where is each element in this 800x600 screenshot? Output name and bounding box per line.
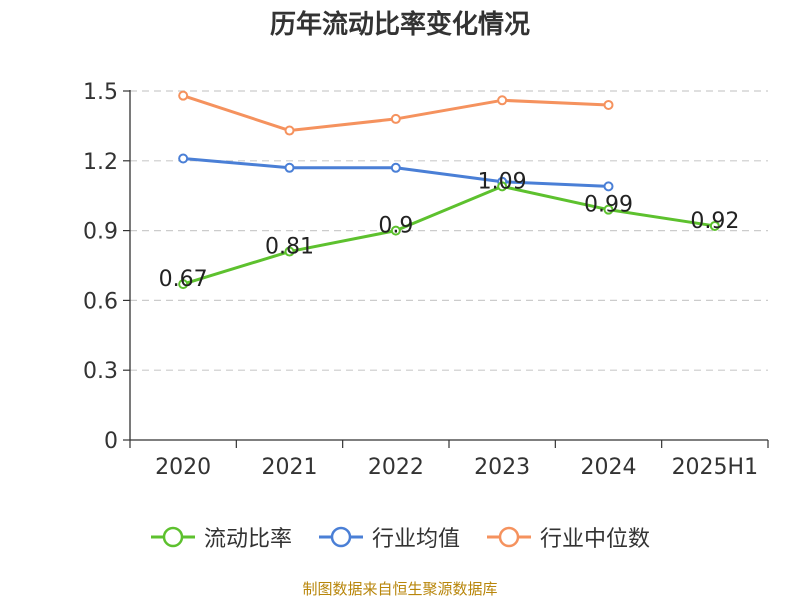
data-point [178, 279, 189, 290]
data-point [603, 99, 614, 110]
axes: 0 0.3 0.6 0.9 1.2 1.5 2020 2021 2022 2023 2024 2025… [83, 80, 769, 480]
data-point [497, 181, 508, 192]
legend: 流动比率 行业均值 行业中位数 [0, 520, 800, 554]
data-point [284, 162, 295, 173]
data-point [497, 95, 508, 106]
legend-item[interactable]: 行业均值 [318, 521, 460, 553]
data-point [390, 225, 401, 236]
data-label: 0.92 [690, 209, 739, 234]
legend-line-marker-icon [318, 526, 363, 548]
x-tick-label: 2025H1 [672, 455, 759, 480]
series-line [182, 184, 716, 286]
data-label: 0.81 [265, 235, 314, 260]
data-label: 0.99 [584, 193, 633, 218]
source-note: 制图数据来自恒生聚源数据库 [302, 580, 498, 598]
data-point [603, 181, 614, 192]
data-point [390, 162, 401, 173]
grid-lines [130, 90, 768, 371]
legend-item[interactable]: 流动比率 [150, 521, 292, 553]
data-point [709, 220, 720, 231]
y-tick-label: 1.5 [83, 80, 118, 105]
legend-item[interactable]: 行业中位数 [486, 521, 650, 553]
data-point [178, 90, 189, 101]
data-point [284, 246, 295, 257]
legend-line-marker-icon [150, 526, 195, 548]
legend-line-marker-icon [487, 526, 531, 548]
x-tick-label: 2024 [581, 455, 637, 480]
legend-label: 流动比率 [203, 527, 292, 552]
data-point [178, 153, 189, 164]
legend-label: 行业中位数 [540, 527, 651, 552]
series-line [182, 94, 609, 133]
y-tick-label: 1.2 [83, 150, 118, 175]
data-point [284, 125, 295, 136]
legend-label: 行业均值 [371, 527, 460, 552]
data-label: 0.9 [378, 214, 413, 239]
data-point [390, 113, 401, 124]
data-label: 1.09 [478, 169, 527, 194]
x-tick-label: 2020 [155, 455, 211, 480]
y-tick-label: 0.3 [83, 359, 118, 384]
x-tick-label: 2023 [474, 455, 530, 480]
y-tick-label: 0.6 [83, 289, 118, 314]
data-label: 0.67 [159, 267, 208, 292]
y-tick-label: 0 [104, 429, 118, 454]
data-point [603, 204, 614, 215]
chart-title: 历年流动比率变化情况 [269, 10, 530, 40]
series-lines [178, 90, 720, 290]
y-tick-label: 0.9 [83, 220, 118, 245]
data-labels: 0.67 0.81 0.9 1.09 0.99 0.92 [159, 169, 740, 292]
x-tick-label: 2022 [368, 455, 424, 480]
x-tick-label: 2021 [262, 455, 318, 480]
